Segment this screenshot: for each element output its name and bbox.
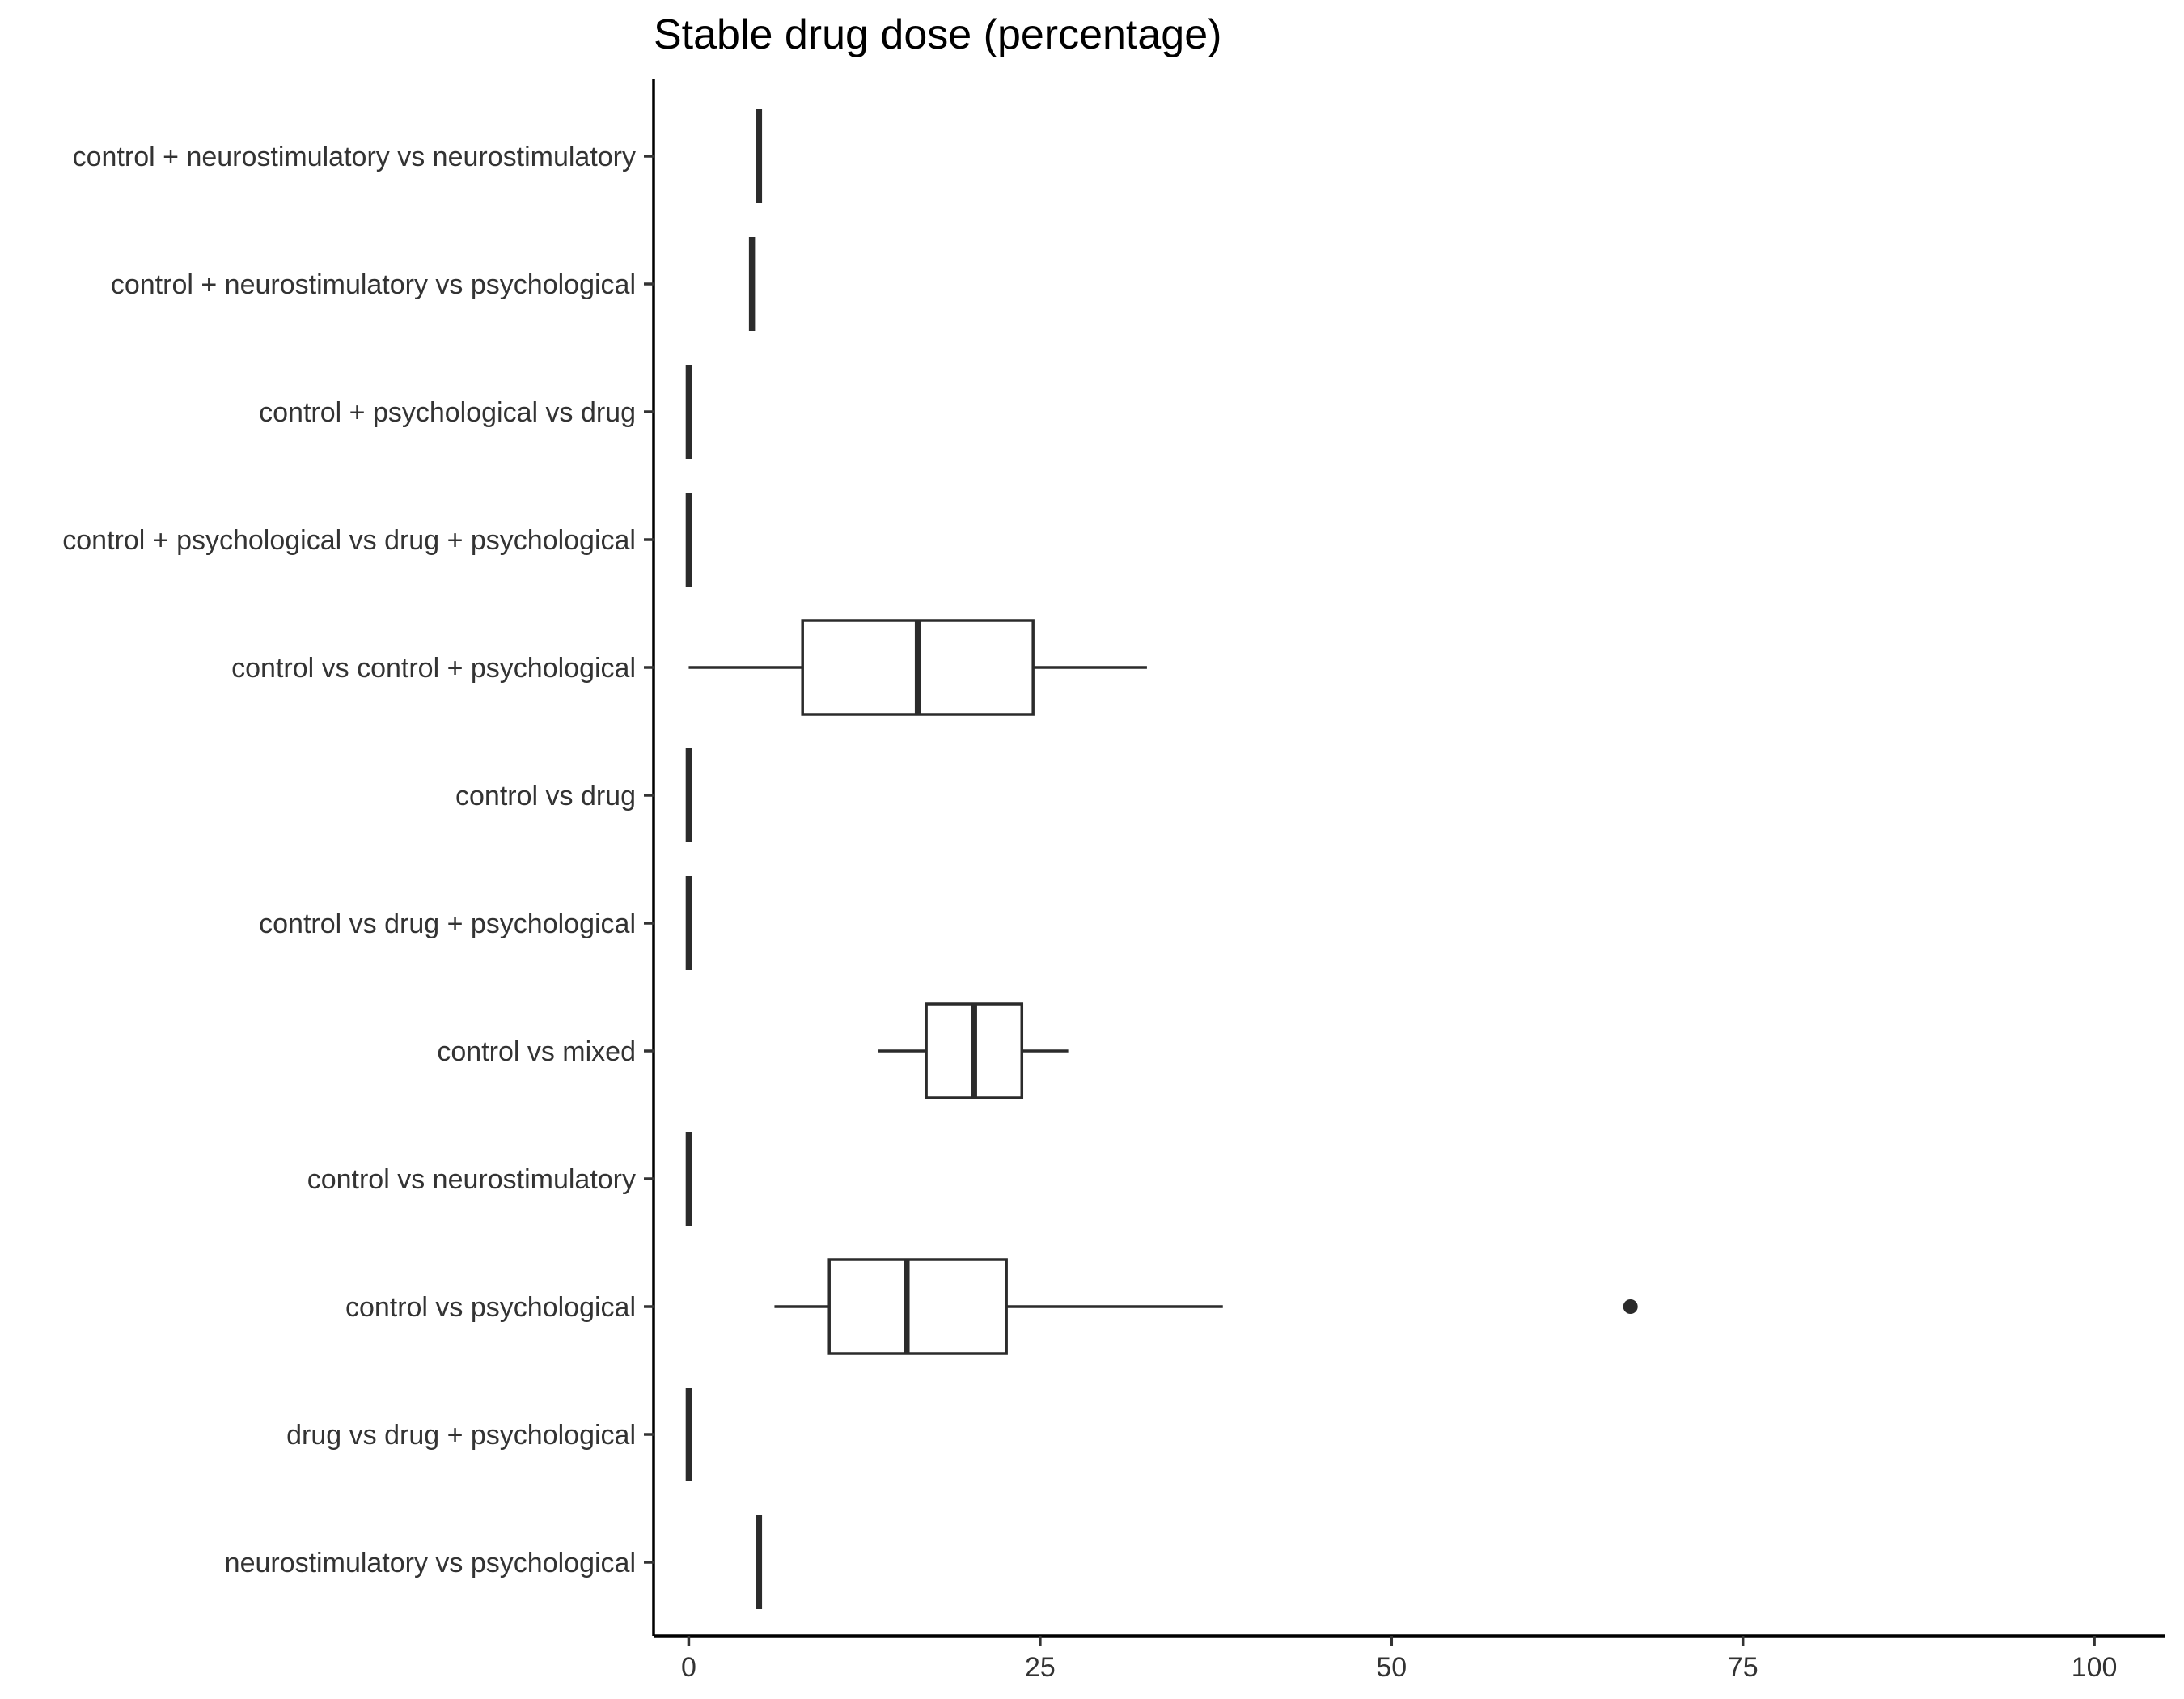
category-label: control vs mixed [437,1036,636,1067]
x-tick-label: 50 [1376,1652,1407,1683]
x-tick-label: 25 [1025,1652,1056,1683]
x-tick-label: 0 [681,1652,696,1683]
box-iqr [827,1258,1008,1355]
outlier-point [1623,1299,1638,1314]
category-label: control vs neurostimulatory [307,1164,636,1195]
category-label: control vs drug [455,781,636,811]
plot-area: 0 25 50 75 100 control + neurostimulatory vs … [62,79,2165,1683]
category-label: control + neurostimulatory vs psychologi… [111,269,636,300]
category-label: control vs psychological [345,1292,636,1323]
category-label: control + neurostimulatory vs neurostimu… [73,142,636,172]
x-tick-label: 75 [1728,1652,1759,1683]
chart-title: Stable drug dose (percentage) [654,11,1221,58]
category-label: control + psychological vs drug + psycho… [62,525,636,556]
category-label: control vs control + psychological [231,653,636,684]
category-label: drug vs drug + psychological [286,1420,636,1451]
x-tick-label: 100 [2072,1652,2118,1683]
category-label: neurostimulatory vs psychological [225,1548,636,1578]
category-label: control + psychological vs drug [259,397,636,428]
category-label: control vs drug + psychological [259,909,636,939]
